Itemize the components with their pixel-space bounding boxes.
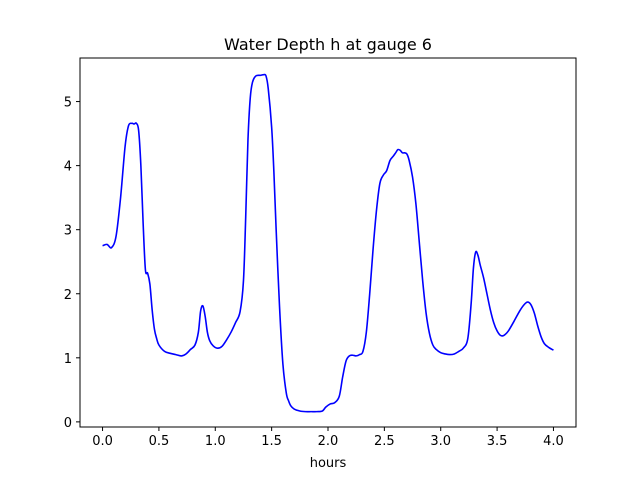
x-tick-label: 1.0 <box>205 434 226 449</box>
y-tick-label: 5 <box>64 96 72 111</box>
y-tick-label: 1 <box>64 352 72 367</box>
x-axis-label: hours <box>310 456 347 471</box>
chart-title: Water Depth h at gauge 6 <box>224 35 432 54</box>
y-tick-label: 0 <box>64 416 72 431</box>
y-tick-label: 4 <box>64 160 72 175</box>
x-tick-label: 0.5 <box>149 434 170 449</box>
x-tick-label: 3.0 <box>430 434 451 449</box>
x-tick-label: 2.0 <box>318 434 339 449</box>
y-tick-label: 3 <box>64 224 72 239</box>
x-tick-label: 1.5 <box>261 434 282 449</box>
x-tick-label: 2.5 <box>374 434 395 449</box>
y-tick-label: 2 <box>64 288 72 303</box>
x-tick-label: 3.5 <box>487 434 508 449</box>
x-tick-label: 4.0 <box>543 434 564 449</box>
series-layer <box>102 73 554 413</box>
x-tick-label: 0.0 <box>92 434 113 449</box>
y-axis-ticks: 0 1 2 3 4 5 <box>64 96 80 431</box>
series-line-0 <box>102 73 554 413</box>
x-axis-ticks: 0.0 0.5 1.0 1.5 2.0 2.5 3.0 3.5 4.0 <box>92 427 564 449</box>
